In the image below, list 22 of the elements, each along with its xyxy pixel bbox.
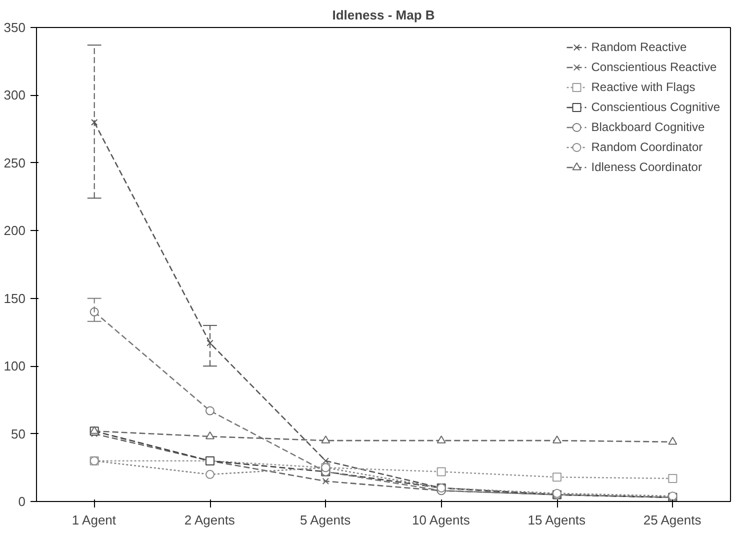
- x-tick-label: 10 Agents: [412, 512, 470, 528]
- y-tick-label: 200: [4, 223, 26, 238]
- legend-label: Idleness Coordinator: [591, 160, 702, 174]
- legend-label: Conscientious Cognitive: [591, 100, 720, 114]
- y-tick-label: 350: [4, 20, 26, 35]
- y-tick-label: 100: [4, 358, 26, 374]
- chart-title: Idleness - Map B: [332, 8, 435, 22]
- y-tick-label: 150: [4, 290, 26, 306]
- x-tick-label: 25 Agents: [643, 512, 702, 528]
- x-tick-label: 5 Agents: [300, 512, 352, 528]
- legend-label: Conscientious Reactive: [591, 60, 717, 74]
- legend-label: Random Reactive: [591, 40, 687, 54]
- x-tick-label: 2 Agents: [184, 512, 236, 528]
- y-tick-label: 250: [4, 155, 26, 170]
- legend-label: Reactive with Flags: [591, 80, 696, 94]
- legend-label: Random Coordinator: [591, 140, 703, 154]
- x-tick-label: 15 Agents: [528, 512, 586, 528]
- y-tick-label: 0: [18, 494, 26, 509]
- y-tick-label: 50: [11, 426, 26, 442]
- x-tick-label: 1 Agent: [72, 512, 116, 528]
- y-tick-label: 300: [4, 88, 26, 103]
- legend-label: Blackboard Cognitive: [591, 120, 705, 134]
